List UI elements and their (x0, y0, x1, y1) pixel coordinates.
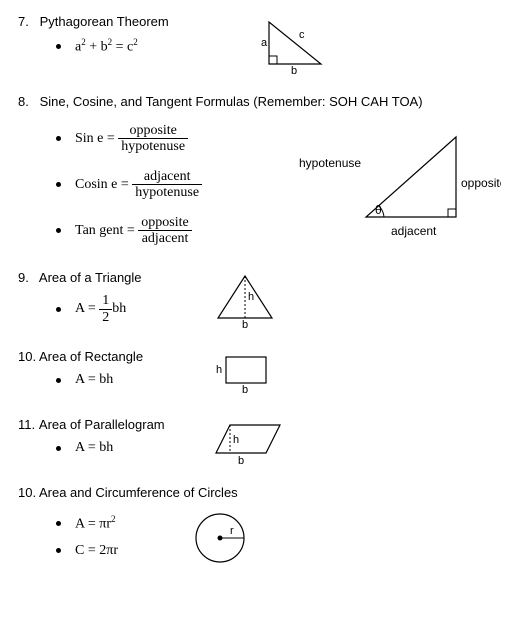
section-triangle-area: 9. Area of a Triangle A = 12bh h b (18, 270, 501, 331)
formula-parallelogram-area: A = bh (56, 440, 208, 456)
figure-trig-triangle: θ hypotenuse opposite adjacent (291, 117, 501, 247)
formula-circle-circumference: C = 2πr (56, 543, 188, 559)
formula-triangle-area: A = 12bh (56, 293, 208, 325)
formula-circle-area: A = πr2 (56, 514, 188, 533)
bullet-icon (56, 136, 61, 141)
item-number: 7. (18, 14, 36, 29)
label-adjacent: adjacent (391, 224, 437, 238)
bullet-icon (56, 548, 61, 553)
bullet-icon (56, 446, 61, 451)
section-rectangle-area: 10. Area of Rectangle A = bh h b (18, 349, 501, 399)
item-title: Area of Rectangle (39, 349, 143, 364)
item-title: Area of a Triangle (39, 270, 142, 285)
label-height: h (216, 364, 222, 376)
item-number: 8. (18, 94, 36, 109)
section-trig: 8. Sine, Cosine, and Tangent Formulas (R… (18, 94, 501, 252)
bullet-icon (56, 228, 61, 233)
figure-triangle: h b (208, 270, 288, 330)
label-side-a: a (261, 37, 268, 49)
formula-rectangle-area: A = bh (56, 372, 208, 388)
heading-10a: 10. Area of Rectangle (18, 349, 208, 364)
label-side-b: b (291, 65, 297, 76)
heading-7: 7. Pythagorean Theorem (18, 14, 241, 29)
bullet-icon (56, 378, 61, 383)
formula-sine: Sin e = oppositehypotenuse (56, 123, 281, 155)
item-title: Sine, Cosine, and Tangent Formulas (Reme… (40, 94, 423, 109)
formula-pythagorean: a2 + b2 = c2 (56, 37, 241, 56)
item-number: 11. (18, 417, 36, 432)
item-title: Area of Parallelogram (39, 417, 165, 432)
label-hypotenuse: hypotenuse (299, 156, 361, 170)
label-theta: θ (375, 203, 382, 217)
heading-11: 11. Area of Parallelogram (18, 417, 208, 432)
item-title: Pythagorean Theorem (40, 14, 169, 29)
item-number: 10. (18, 349, 36, 364)
formula-cosine: Cosin e = adjacenthypotenuse (56, 169, 281, 201)
bullet-icon (56, 182, 61, 187)
heading-10b: 10. Area and Circumference of Circles (18, 485, 501, 500)
figure-rectangle: h b (208, 349, 278, 399)
section-parallelogram-area: 11. Area of Parallelogram A = bh h b (18, 417, 501, 467)
figure-parallelogram: h b (208, 417, 293, 467)
label-base: b (238, 455, 244, 467)
label-base: b (242, 319, 248, 330)
bullet-icon (56, 521, 61, 526)
label-opposite: opposite (461, 176, 501, 190)
label-height: h (233, 434, 239, 446)
bullet-icon (56, 307, 61, 312)
figure-right-triangle: a b c (251, 14, 341, 76)
label-height: h (248, 291, 254, 303)
heading-9: 9. Area of a Triangle (18, 270, 208, 285)
section-pythagorean: 7. Pythagorean Theorem a2 + b2 = c2 a b … (18, 14, 501, 76)
bullet-icon (56, 44, 61, 49)
label-base: b (242, 384, 248, 396)
formula-tangent: Tan gent = oppositeadjacent (56, 215, 281, 247)
item-number: 9. (18, 270, 36, 285)
item-title: Area and Circumference of Circles (39, 485, 238, 500)
item-number: 10. (18, 485, 36, 500)
label-side-c: c (299, 29, 305, 41)
figure-circle: r (188, 508, 258, 568)
label-radius: r (230, 525, 234, 537)
section-circle: 10. Area and Circumference of Circles A … (18, 485, 501, 568)
heading-8: 8. Sine, Cosine, and Tangent Formulas (R… (18, 94, 501, 109)
